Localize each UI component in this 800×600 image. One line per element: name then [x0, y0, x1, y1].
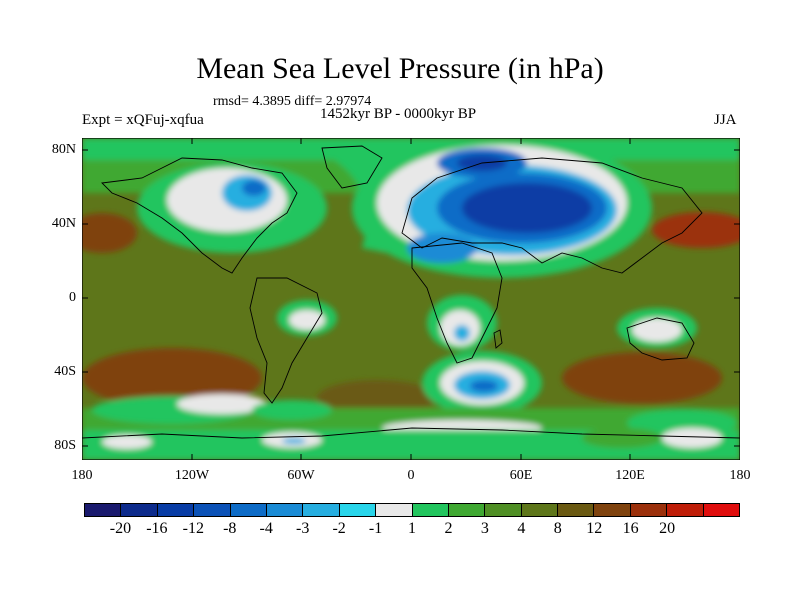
colorbar-label: -16 — [146, 520, 168, 537]
plot-title: Mean Sea Level Pressure (in hPa) — [196, 52, 604, 85]
colorbar-swatch — [630, 504, 668, 516]
colorbar-label: -4 — [259, 520, 273, 537]
colorbar-swatch — [230, 504, 267, 516]
colorbar-swatch — [521, 504, 559, 516]
colorbar-swatch — [667, 504, 704, 516]
x-tick-label: 0 — [407, 468, 415, 483]
colorbar-label: -20 — [109, 520, 132, 537]
x-tick-label: 120W — [174, 468, 210, 483]
y-tick-label: 80S — [54, 438, 76, 453]
colorbar-label: 8 — [553, 520, 562, 537]
pacific-south-high — [82, 348, 262, 408]
colorbar-swatch — [303, 504, 340, 516]
pressure-anomaly-map — [82, 138, 740, 460]
colorbar-label: 12 — [586, 520, 603, 537]
colorbar-label: -8 — [223, 520, 237, 537]
x-tick-label: 180 — [729, 468, 751, 483]
colorbar-label: 20 — [659, 520, 676, 537]
x-tick-label: 60E — [509, 468, 533, 483]
colorbar-swatch — [376, 504, 413, 516]
colorbar-swatch — [339, 504, 377, 516]
colorbar-swatch — [703, 504, 740, 516]
experiment-label: Expt = xQFuj-xqfua — [82, 112, 204, 128]
colorbar-label: 4 — [517, 520, 526, 537]
pacific-north-high — [652, 212, 740, 248]
colorbar-label: 16 — [622, 520, 639, 537]
colorbar-swatch — [266, 504, 304, 516]
coastlines — [82, 145, 740, 439]
colorbar-label: -3 — [295, 520, 310, 537]
season-label: JJA — [714, 112, 737, 128]
y-tick-label: 0 — [69, 290, 76, 305]
colorbar-label: -1 — [368, 520, 383, 537]
colorbar-swatch — [412, 504, 449, 516]
x-tick-label: 60W — [287, 468, 315, 483]
colorbar-label: -2 — [332, 520, 346, 537]
colorbar-swatch — [448, 504, 486, 516]
colorbar-label: 2 — [444, 520, 453, 537]
x-tick-label: 120E — [615, 468, 645, 483]
colorbar-swatch — [594, 504, 631, 516]
y-tick-label: 80N — [51, 142, 76, 157]
rmsd-diff-stats: rmsd= 4.3895 diff= 2.97974 — [213, 94, 372, 109]
colorbar-swatch — [558, 504, 595, 516]
x-tick-label: 180 — [71, 468, 93, 483]
colorbar-swatch — [121, 504, 158, 516]
colorbar-swatch — [157, 504, 195, 516]
colorbar-swatch — [85, 504, 122, 516]
period-label: 1452kyr BP - 0000kyr BP — [320, 106, 477, 122]
indian-south-high — [562, 352, 722, 404]
colorbar — [84, 503, 740, 517]
colorbar-swatch — [485, 504, 522, 516]
colorbar-label: 1 — [408, 520, 416, 537]
y-tick-label: 40N — [51, 216, 76, 231]
colorbar-label: -12 — [182, 520, 204, 537]
colorbar-swatch — [194, 504, 231, 516]
colorbar-label: 3 — [480, 520, 489, 537]
y-tick-label: 40S — [54, 364, 76, 379]
